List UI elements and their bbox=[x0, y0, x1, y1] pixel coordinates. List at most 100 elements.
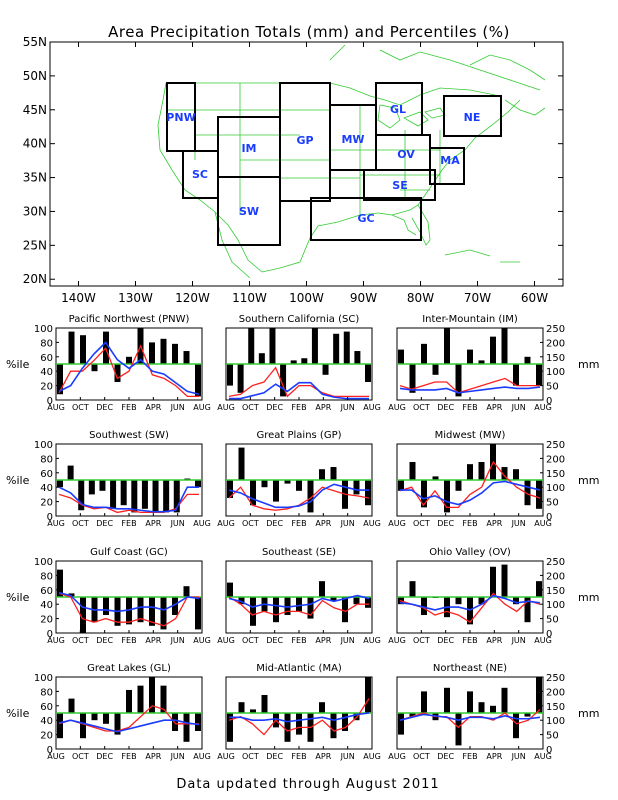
percentile-bar bbox=[330, 467, 337, 480]
right-tick-label: 150 bbox=[546, 469, 565, 480]
left-axis-label: %ile bbox=[6, 358, 30, 371]
region-box-ma bbox=[429, 147, 465, 185]
panel-title: Mid-Atlantic (MA) bbox=[256, 663, 342, 674]
lat-tick-label: 30N bbox=[23, 204, 47, 218]
percentile-bar bbox=[195, 713, 201, 731]
panel-gl: Great Lakes (GL)AUG OCT DEC FEB APR JUN AUG020… bbox=[6, 663, 211, 761]
x-tick-label: OCT bbox=[72, 519, 89, 528]
x-tick-label: OCT bbox=[72, 636, 89, 645]
x-tick-label: APR bbox=[145, 519, 161, 528]
percentile-bar bbox=[478, 702, 485, 713]
panel-sw: Southwest (SW)AUG OCT DEC FEB APR JUN AUG02040… bbox=[6, 430, 211, 528]
percentile-bar bbox=[490, 336, 496, 364]
percentile-bar bbox=[273, 597, 279, 623]
lat-tick-label: 55N bbox=[23, 35, 47, 49]
x-tick-label: AUG bbox=[363, 403, 381, 412]
percentile-bar bbox=[467, 691, 473, 713]
x-tick-label: APR bbox=[486, 519, 502, 528]
x-tick-label: JUN bbox=[340, 636, 355, 645]
x-tick-label: AUG bbox=[388, 752, 406, 761]
percentile-bar bbox=[57, 569, 63, 597]
x-tick-label: AUG bbox=[193, 752, 211, 761]
percentile-bar bbox=[238, 597, 245, 605]
x-tick-label: APR bbox=[486, 752, 502, 761]
percentile-bar bbox=[284, 713, 291, 742]
percentile-bar bbox=[330, 713, 337, 739]
x-tick-label: AUG bbox=[193, 403, 211, 412]
x-tick-label: AUG bbox=[47, 519, 65, 528]
percentile-bar bbox=[478, 597, 485, 605]
left-tick-label: 20 bbox=[40, 615, 53, 626]
x-tick-label: APR bbox=[315, 519, 331, 528]
x-tick-label: AUG bbox=[193, 636, 211, 645]
percentile-bar bbox=[409, 581, 416, 597]
percentile-bar bbox=[131, 480, 138, 513]
lon-tick-label: 60W bbox=[521, 291, 548, 305]
x-tick-label: AUG bbox=[217, 403, 235, 412]
x-tick-label: DEC bbox=[266, 519, 283, 528]
panel-ma: Mid-Atlantic (MA) AUG OCT DEC FEB APR JUN AUG bbox=[217, 663, 381, 761]
percentile-bar bbox=[57, 480, 63, 488]
percentile-bar bbox=[513, 364, 519, 386]
boundary-line bbox=[504, 99, 546, 116]
percentile-bar bbox=[250, 480, 256, 506]
percentile-bar bbox=[160, 597, 167, 630]
x-tick-label: AUG bbox=[534, 752, 552, 761]
percentile-bar bbox=[455, 713, 462, 746]
percentile-bar bbox=[57, 713, 63, 739]
percentile-bar bbox=[536, 677, 542, 713]
percentile-bar bbox=[501, 564, 508, 597]
region-label-gl: GL bbox=[390, 103, 406, 116]
percentile-bar bbox=[114, 713, 121, 735]
left-tick-label: 0 bbox=[47, 512, 53, 523]
left-tick-label: 40 bbox=[40, 600, 53, 611]
region-panels: Pacific Northwest (PNW) AUG OCT DEC FEB APR JU… bbox=[6, 314, 599, 761]
lat-tick-label: 20N bbox=[23, 272, 47, 286]
lon-tick-label: 120W bbox=[175, 291, 210, 305]
percentile-bar bbox=[342, 597, 348, 623]
percentile-bar bbox=[398, 713, 404, 735]
panel-title: Southeast (SE) bbox=[262, 547, 336, 558]
panel-title: Southern California (SC) bbox=[239, 314, 360, 325]
total-mm-line bbox=[399, 594, 541, 611]
percentile-bar bbox=[183, 713, 190, 742]
x-tick-label: APR bbox=[486, 636, 502, 645]
total-mm-line bbox=[399, 386, 541, 394]
right-tick-label: 50 bbox=[546, 615, 559, 626]
region-box-sw bbox=[217, 176, 281, 246]
region-map: 55N 50N 45N 40N 35N 30N 25N 20N 140W 130W 120W 110W… bbox=[23, 35, 564, 305]
x-tick-label: DEC bbox=[437, 519, 454, 528]
percentile-bar bbox=[432, 476, 439, 480]
percentile-line bbox=[399, 460, 541, 509]
percentile-bar bbox=[250, 709, 256, 713]
percentile-bar bbox=[513, 597, 519, 605]
x-tick-label: JUN bbox=[340, 403, 355, 412]
percentile-bar bbox=[319, 702, 325, 713]
percentile-bar bbox=[353, 597, 360, 605]
region-box-gc bbox=[310, 197, 422, 241]
left-tick-label: 80 bbox=[40, 687, 53, 698]
right-tick-label: 100 bbox=[546, 600, 565, 611]
panel-title: Inter-Mountain (IM) bbox=[422, 314, 518, 325]
panel-title: Southwest (SW) bbox=[89, 430, 169, 441]
x-tick-label: OCT bbox=[413, 519, 430, 528]
right-tick-label: 0 bbox=[546, 512, 552, 523]
x-tick-label: DEC bbox=[96, 519, 113, 528]
percentile-bar bbox=[432, 364, 439, 375]
x-tick-label: AUG bbox=[363, 752, 381, 761]
percentile-bar bbox=[195, 597, 201, 630]
x-tick-label: APR bbox=[145, 636, 161, 645]
left-tick-label: 40 bbox=[40, 716, 53, 727]
right-axis-label: mm bbox=[578, 707, 599, 720]
right-tick-label: 150 bbox=[546, 702, 565, 713]
right-axis-label: mm bbox=[578, 474, 599, 487]
percentile-bar bbox=[307, 597, 314, 619]
percentile-bar bbox=[301, 358, 308, 364]
right-tick-label: 250 bbox=[546, 440, 565, 451]
x-tick-label: FEB bbox=[121, 519, 136, 528]
percentile-bar bbox=[261, 695, 268, 713]
percentile-bar bbox=[67, 465, 74, 480]
percentile-bar bbox=[280, 364, 287, 397]
x-tick-label: AUG bbox=[363, 519, 381, 528]
